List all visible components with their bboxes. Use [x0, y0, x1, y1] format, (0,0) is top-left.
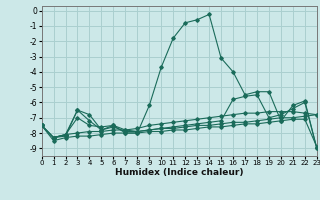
- X-axis label: Humidex (Indice chaleur): Humidex (Indice chaleur): [115, 168, 244, 177]
